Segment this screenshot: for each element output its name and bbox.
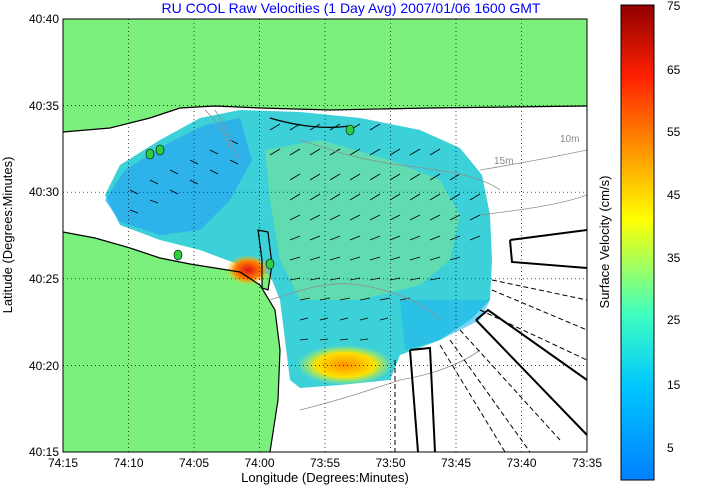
colorbar-gradient <box>620 4 655 481</box>
contour-label-10m: 10m <box>560 134 579 145</box>
y-axis-label: Latitude (Degrees:Minutes) <box>0 157 15 314</box>
y-tick-label: 40:30 <box>29 185 59 199</box>
y-axis: 40:40 40:35 40:30 40:25 40:20 40:15 Lati… <box>0 12 59 459</box>
plot-frame <box>62 18 588 453</box>
y-tick-label: 40:15 <box>29 445 59 459</box>
colorbar-tick-label: 5 <box>667 441 674 455</box>
station-marker <box>173 249 183 261</box>
colorbar-tick-label: 75 <box>667 0 681 13</box>
x-tick-label: 73:40 <box>506 456 536 470</box>
x-tick-label: 73:45 <box>441 456 471 470</box>
radar-coverage-lines <box>409 229 587 452</box>
colorbar-tick-label: 15 <box>667 378 681 392</box>
x-tick-label: 74:00 <box>244 456 274 470</box>
y-tick-label: 40:20 <box>29 359 59 373</box>
x-tick-label: 73:35 <box>572 456 602 470</box>
colorbar-label: Surface Velocity (cm/s) <box>597 176 612 309</box>
land-west <box>63 232 280 452</box>
x-tick-label: 73:50 <box>375 456 405 470</box>
x-tick-label: 73:55 <box>310 456 340 470</box>
x-tick-label: 74:10 <box>113 456 143 470</box>
colorbar: 75 65 55 45 35 25 15 5 Surface Velocity … <box>597 0 681 481</box>
colorbar-tick-label: 25 <box>667 313 681 327</box>
y-tick-label: 40:40 <box>29 12 59 26</box>
y-tick-label: 40:25 <box>29 272 59 286</box>
x-tick-label: 74:05 <box>179 456 209 470</box>
bathymetry-contours <box>204 109 587 411</box>
coastline <box>63 105 587 452</box>
station-marker <box>145 148 155 160</box>
colorbar-tick-label: 35 <box>667 251 681 265</box>
velocity-field-east <box>400 300 490 350</box>
station-marker <box>345 124 355 136</box>
y-tick-label: 40:35 <box>29 99 59 113</box>
station-marker <box>155 144 165 156</box>
contour-label-15m: 15m <box>494 156 513 167</box>
x-tick-label: 74:15 <box>48 456 78 470</box>
x-axis: 74:15 74:10 74:05 74:00 73:55 73:50 73:4… <box>48 456 602 485</box>
map-title: RU COOL Raw Velocities (1 Day Avg) 2007/… <box>161 0 541 16</box>
map-grid <box>63 19 587 452</box>
velocity-hotspot-yellow <box>297 345 393 385</box>
velocity-hotspot-red <box>226 255 270 285</box>
station-markers <box>145 124 355 270</box>
radar-range-lines <box>394 279 587 452</box>
velocity-arrows <box>129 123 481 341</box>
velocity-field-cool <box>105 118 252 235</box>
colorbar-tick-label: 65 <box>667 63 681 77</box>
plot-area: 10m 15m <box>63 19 587 452</box>
x-axis-label: Longitude (Degrees:Minutes) <box>241 470 409 485</box>
colorbar-tick-label: 45 <box>667 188 681 202</box>
colorbar-tick-label: 55 <box>667 125 681 139</box>
station-marker <box>265 258 275 270</box>
